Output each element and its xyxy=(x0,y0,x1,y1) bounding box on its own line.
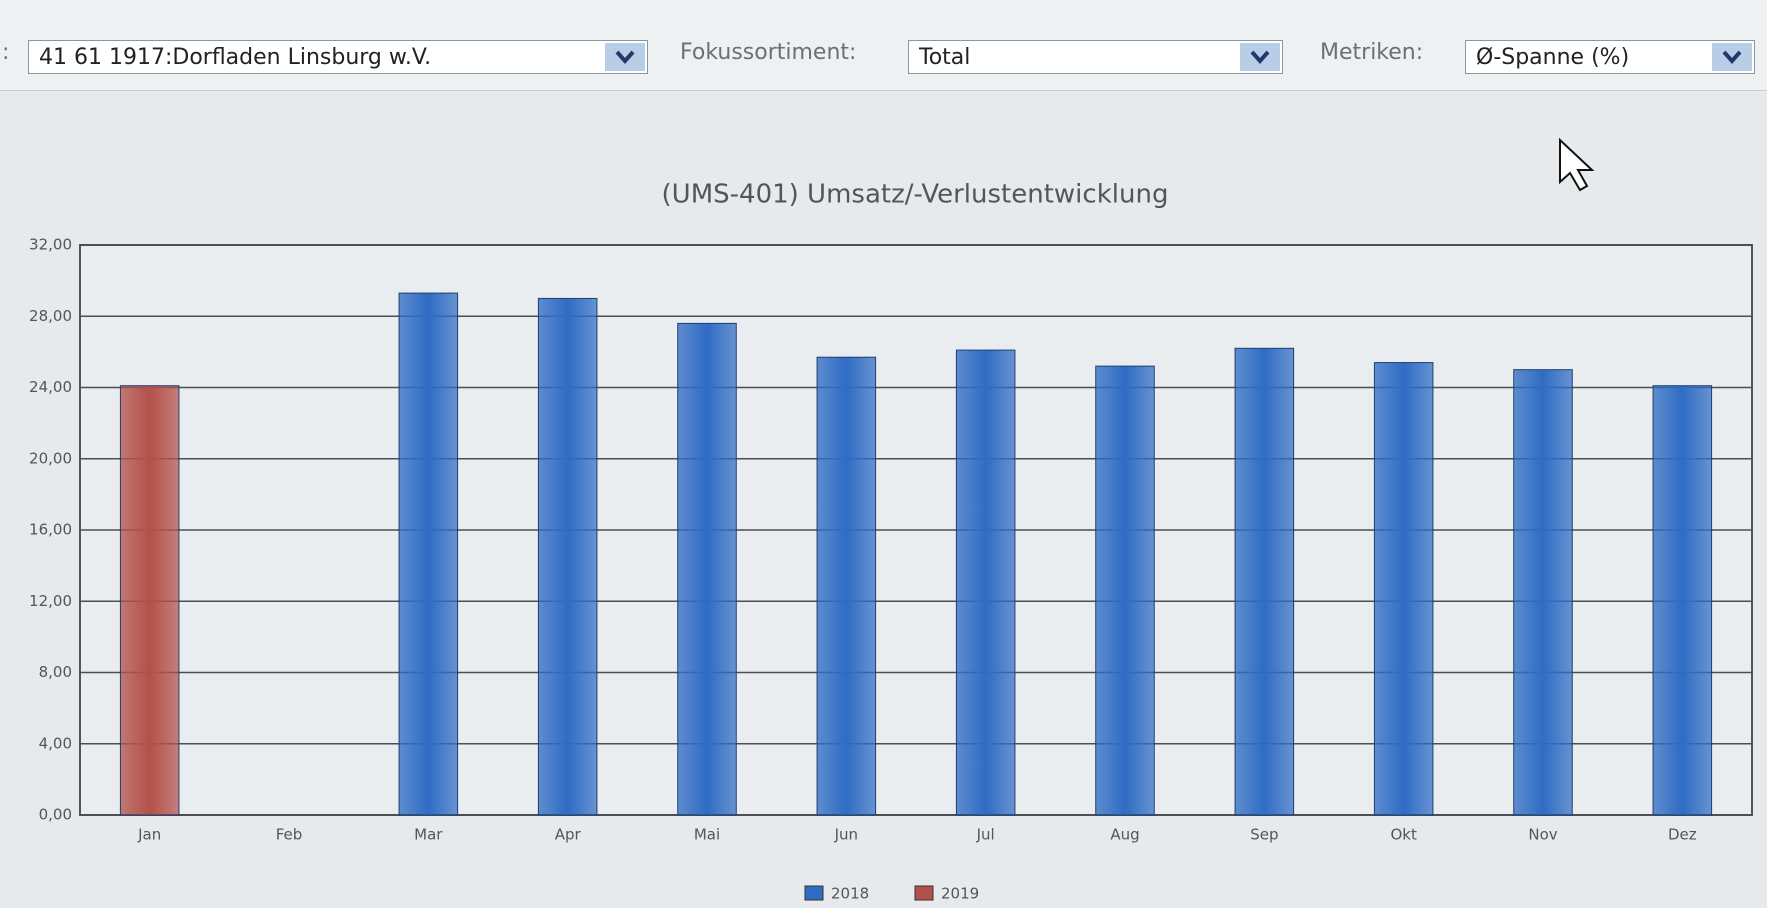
x-tick-label: Jan xyxy=(137,826,161,844)
legend-label: 2018 xyxy=(831,885,869,903)
focus-dropdown[interactable]: Total xyxy=(908,40,1283,74)
bar xyxy=(678,323,737,815)
bar xyxy=(1653,386,1712,815)
y-tick-label: 28,00 xyxy=(29,307,72,325)
mouse-cursor xyxy=(1560,140,1592,190)
chart-title: (UMS-401) Umsatz/-Verlustentwicklung xyxy=(662,180,1169,210)
bar xyxy=(538,298,597,815)
bar xyxy=(1374,363,1433,815)
y-tick-label: 32,00 xyxy=(29,236,72,254)
x-tick-label: Jul xyxy=(976,826,995,844)
x-tick-label: Mar xyxy=(414,826,443,844)
bar xyxy=(120,386,179,815)
bar xyxy=(817,357,876,815)
metrics-value: Ø-Spanne (%) xyxy=(1476,45,1629,70)
store-value: 41 61 1917:Dorfladen Linsburg w.V. xyxy=(39,45,431,70)
x-tick-label: Mai xyxy=(694,826,720,844)
cut-label: : xyxy=(2,40,9,65)
bar xyxy=(399,293,458,815)
legend-swatch xyxy=(915,886,933,900)
y-tick-label: 20,00 xyxy=(29,449,72,467)
bar xyxy=(956,350,1015,815)
y-tick-label: 12,00 xyxy=(29,592,72,610)
x-tick-label: Dez xyxy=(1668,826,1697,844)
x-tick-label: Jun xyxy=(834,826,858,844)
dropdown-arrow xyxy=(1240,43,1280,71)
y-tick-label: 16,00 xyxy=(29,521,72,539)
x-tick-label: Feb xyxy=(276,826,303,844)
legend-label: 2019 xyxy=(941,885,979,903)
x-tick-label: Okt xyxy=(1390,826,1416,844)
y-tick-label: 24,00 xyxy=(29,378,72,396)
legend-swatch xyxy=(805,886,823,900)
toolbar: : 41 61 1917:Dorfladen Linsburg w.V. Fok… xyxy=(0,0,1767,91)
x-tick-label: Nov xyxy=(1528,826,1557,844)
x-tick-label: Aug xyxy=(1110,826,1139,844)
bar xyxy=(1096,366,1155,815)
focus-value: Total xyxy=(919,45,970,70)
bar xyxy=(1514,370,1573,815)
dropdown-arrow xyxy=(1712,43,1752,71)
x-tick-label: Apr xyxy=(555,826,582,844)
chart: (UMS-401) Umsatz/-Verlustentwicklung 0,0… xyxy=(0,90,1767,908)
metrics-dropdown[interactable]: Ø-Spanne (%) xyxy=(1465,40,1755,74)
y-tick-label: 8,00 xyxy=(39,663,72,681)
screen: : 41 61 1917:Dorfladen Linsburg w.V. Fok… xyxy=(0,0,1767,908)
focus-label: Fokussortiment: xyxy=(680,40,856,65)
y-tick-label: 0,00 xyxy=(39,806,72,824)
bar xyxy=(1235,348,1294,815)
dropdown-arrow xyxy=(605,43,645,71)
y-tick-label: 4,00 xyxy=(39,734,72,752)
metrics-label: Metriken: xyxy=(1320,40,1423,65)
x-tick-label: Sep xyxy=(1250,826,1278,844)
store-dropdown[interactable]: 41 61 1917:Dorfladen Linsburg w.V. xyxy=(28,40,648,74)
